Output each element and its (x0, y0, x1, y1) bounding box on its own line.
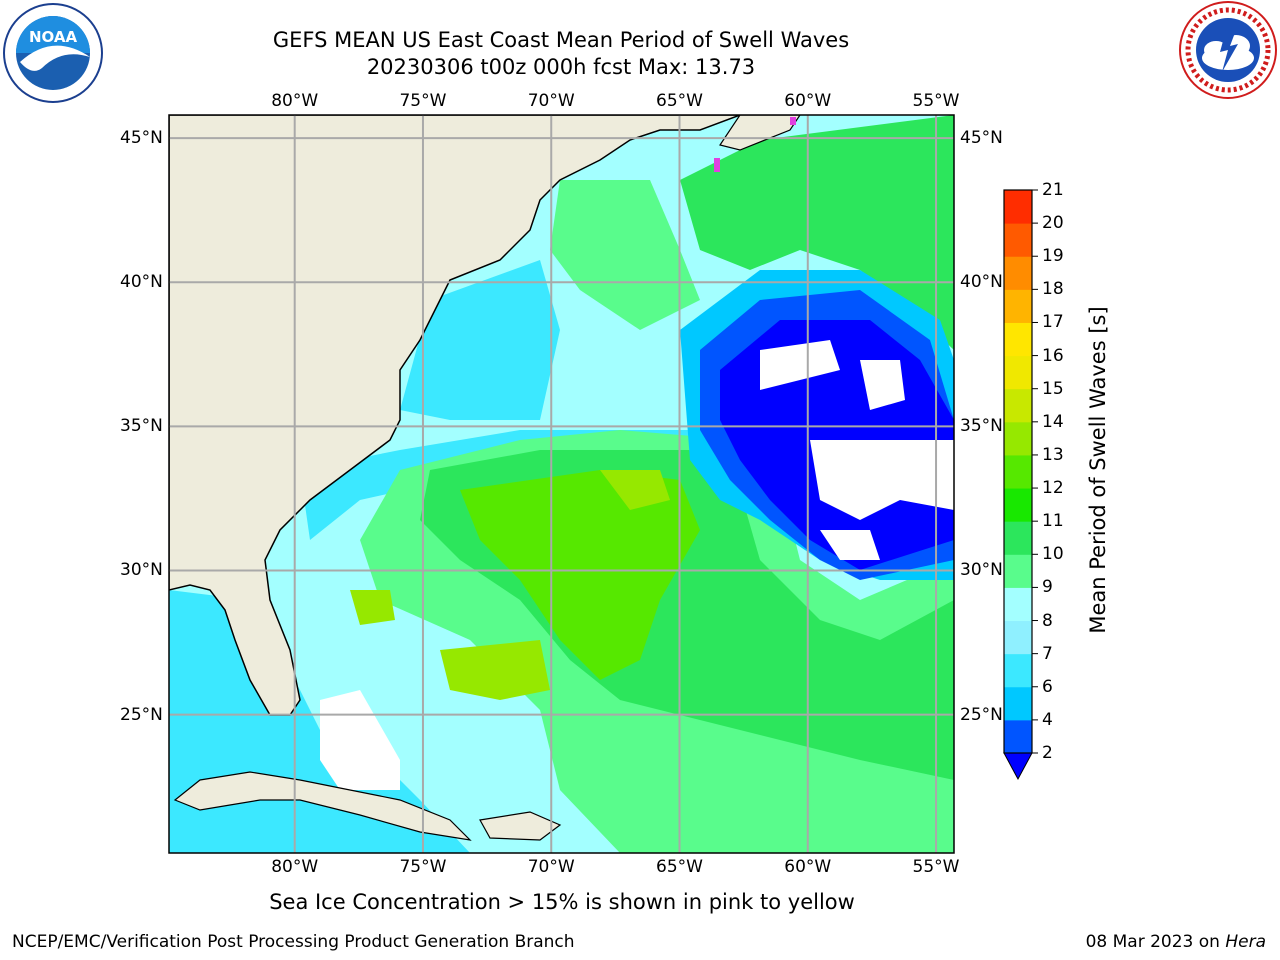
land-cuba (173, 771, 472, 841)
map-area (169, 115, 954, 853)
missing-data-1 (760, 340, 840, 390)
lat-label-left: 45°N (120, 128, 163, 149)
colorbar-segment (1004, 719, 1032, 754)
colorbar-tick-label: 8 (1042, 610, 1053, 631)
colorbar-under-arrow (1003, 752, 1033, 781)
colorbar-segment (1004, 256, 1032, 290)
colorbar-segment (1004, 190, 1032, 224)
lat-label-left: 30°N (120, 560, 163, 581)
colorbar-segment (1004, 488, 1032, 522)
chart-subtitle: 20230306 t00z 000h fcst Max: 13.73 (366, 55, 756, 79)
colorbar-tick-label: 7 (1042, 643, 1053, 664)
land-nova-scotia (719, 115, 801, 151)
colorbar-tick-label: 18 (1042, 279, 1064, 300)
sea-ice-marker-2 (790, 117, 796, 125)
colorbar-tick-label: 9 (1042, 577, 1053, 598)
lon-label-bottom: 70°W (527, 857, 575, 877)
colorbar-segment (1004, 587, 1032, 622)
colorbar-tick-label: 21 (1042, 180, 1064, 200)
colorbar-tick-label: 15 (1042, 378, 1064, 399)
lat-label-left: 40°N (120, 272, 163, 293)
lat-label-right: 25°N (960, 704, 1003, 725)
colorbar-segment (1004, 554, 1032, 588)
colorbar-tick-label: 12 (1042, 478, 1064, 499)
lat-label-left: 35°N (120, 416, 163, 437)
lon-label-bottom: 60°W (784, 857, 832, 877)
field-yellowgreen-1 (600, 470, 670, 510)
chart-title: GEFS MEAN US East Coast Mean Period of S… (272, 28, 850, 52)
colorbar-tick-label: 20 (1042, 213, 1064, 234)
colorbar-segment (1004, 355, 1032, 390)
colorbar-tick-label: 10 (1042, 544, 1064, 565)
nws-logo (1176, 0, 1280, 104)
colorbar-tick-label: 11 (1042, 511, 1064, 532)
lon-label-top: 60°W (784, 91, 832, 111)
colorbar-segment (1004, 686, 1032, 721)
colorbar-segment (1004, 653, 1032, 688)
noaa-logo-text: NOAA (29, 28, 78, 46)
missing-data-4 (820, 530, 880, 560)
colorbar-tick-label: 6 (1042, 676, 1053, 697)
lat-label-right: 30°N (960, 560, 1003, 581)
lat-label-left: 25°N (120, 704, 163, 725)
lon-label-bottom: 65°W (656, 857, 703, 877)
colorbar-segment (1004, 454, 1032, 489)
field-green-northeast (680, 115, 954, 350)
lon-label-top: 75°W (399, 91, 447, 111)
noaa-logo: NOAA (2, 2, 104, 104)
sea-ice-marker-1 (714, 158, 720, 172)
lon-label-bottom: 55°W (912, 857, 960, 877)
lon-label-top: 80°W (271, 91, 319, 111)
lon-label-top: 65°W (656, 91, 703, 111)
colorbar-segment (1004, 289, 1032, 323)
missing-data-3 (810, 440, 954, 520)
colorbar-tick-label: 14 (1042, 411, 1064, 432)
land-hispaniola (479, 811, 562, 841)
colorbar (1003, 189, 1038, 781)
colorbar-label: Mean Period of Swell Waves [s] (1086, 306, 1110, 634)
lon-label-bottom: 75°W (399, 857, 447, 877)
credit-text: NCEP/EMC/Verification Post Processing Pr… (12, 932, 575, 952)
colorbar-segment (1004, 388, 1032, 423)
missing-data-2 (860, 360, 905, 410)
colorbar-tick-label: 13 (1042, 444, 1064, 465)
lat-label-right: 40°N (960, 272, 1003, 293)
colorbar-segment (1004, 223, 1032, 257)
lon-label-top: 55°W (912, 91, 960, 111)
colorbar-tick-label: 19 (1042, 246, 1064, 267)
map-frame (168, 114, 955, 854)
lat-label-right: 45°N (960, 128, 1003, 149)
date-stamp: 08 Mar 2023 on Hera (1086, 932, 1266, 952)
colorbar-tick-label: 17 (1042, 312, 1064, 333)
colorbar-segment (1004, 521, 1032, 555)
sea-ice-note: Sea Ice Concentration > 15% is shown in … (269, 890, 855, 914)
colorbar-tick-label: 16 (1042, 345, 1064, 366)
colorbar-tick-label: 2 (1042, 743, 1053, 763)
colorbar-segment (1004, 620, 1032, 655)
land-north-america (169, 115, 741, 716)
field-yellowgreen-3 (350, 590, 395, 625)
lon-label-bottom: 80°W (271, 857, 319, 877)
date-text: 08 Mar 2023 on (1085, 932, 1226, 952)
lon-label-top: 70°W (527, 91, 575, 111)
graticule (169, 115, 954, 853)
lat-label-right: 35°N (960, 416, 1003, 437)
colorbar-frame (1003, 189, 1033, 754)
field-green-north (550, 180, 700, 330)
field-lime-central (460, 470, 700, 680)
machine-name: Hera (1225, 932, 1266, 952)
colorbar-tick-label: 4 (1042, 709, 1053, 730)
field-yellowgreen-2 (440, 640, 550, 700)
colorbar-segment (1004, 322, 1032, 357)
colorbar-segment (1004, 421, 1032, 456)
